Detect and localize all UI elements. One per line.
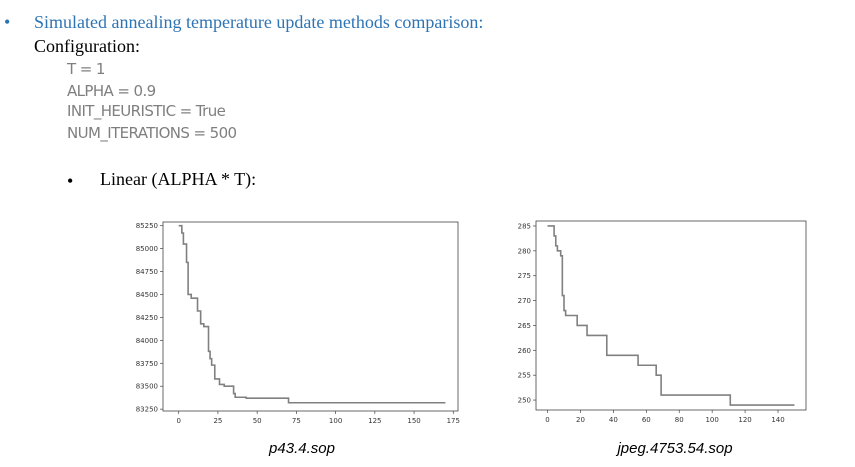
y-tick-label: 260 [518,347,531,355]
series-line-0 [547,225,795,406]
y-tick-label: 285 [518,222,531,230]
y-tick-label: 270 [518,297,531,305]
plot-frame [162,221,459,412]
x-tick-label: 100 [329,417,342,425]
chart-p43-4: 0 25 50 75 100 125 150 175 83250 83500 83750 84000 8… [136,221,460,425]
chart-jpeg-4753-54: 0 20 40 60 80 100 120 140 250 255 260 265 270 275 280 2… [518,220,807,424]
y-tick-label: 265 [518,322,531,330]
config-line-alpha: ALPHA = 0.9 [67,82,156,100]
x-tick-label: 20 [576,416,585,424]
x-tick-label: 25 [213,417,222,425]
x-tick-label: 150 [407,417,420,425]
x-tick-label: 0 [176,417,180,425]
x-tick-label: 80 [675,416,684,424]
caption-p43-4: p43.4.sop [269,440,335,457]
config-line-init-heuristic: INIT_HEURISTIC = True [67,102,226,120]
y-tick-label: 84000 [136,337,158,345]
y-tick-label: 83500 [136,383,158,391]
sub-item-label: Linear (ALPHA * T): [100,169,257,189]
x-tick-label: 140 [771,416,784,424]
y-tick-label: 255 [518,372,531,380]
y-tick-label: 83750 [136,360,158,368]
y-tick-label: 84250 [136,314,158,322]
config-line-num-iterations: NUM_ITERATIONS = 500 [67,124,237,142]
heading-bullet: • [4,12,11,32]
x-tick-label: 175 [447,417,460,425]
y-tick-label: 85000 [136,245,158,253]
plot-frame [535,220,807,411]
x-tick-label: 0 [545,416,549,424]
y-tick-label: 85250 [136,222,158,230]
y-tick-label: 250 [518,397,531,405]
y-tick-label: 83250 [136,406,158,414]
sub-item-bullet: • [67,171,74,191]
x-tick-label: 100 [705,416,718,424]
x-tick-label: 40 [609,416,618,424]
series-line-0 [178,224,446,404]
x-tick-label: 50 [253,417,262,425]
x-tick-label: 60 [642,416,651,424]
y-tick-label: 280 [518,247,531,255]
config-line-t: T = 1 [67,60,105,78]
x-tick-label: 75 [292,417,301,425]
x-tick-label: 120 [738,416,751,424]
caption-jpeg-4753-54: jpeg.4753.54.sop [617,440,733,457]
y-tick-label: 84750 [136,268,158,276]
x-tick-label: 125 [368,417,381,425]
configuration-label: Configuration: [34,36,140,56]
y-tick-label: 84500 [136,291,158,299]
y-tick-label: 275 [518,272,531,280]
section-heading: Simulated annealing temperature update m… [34,12,484,32]
